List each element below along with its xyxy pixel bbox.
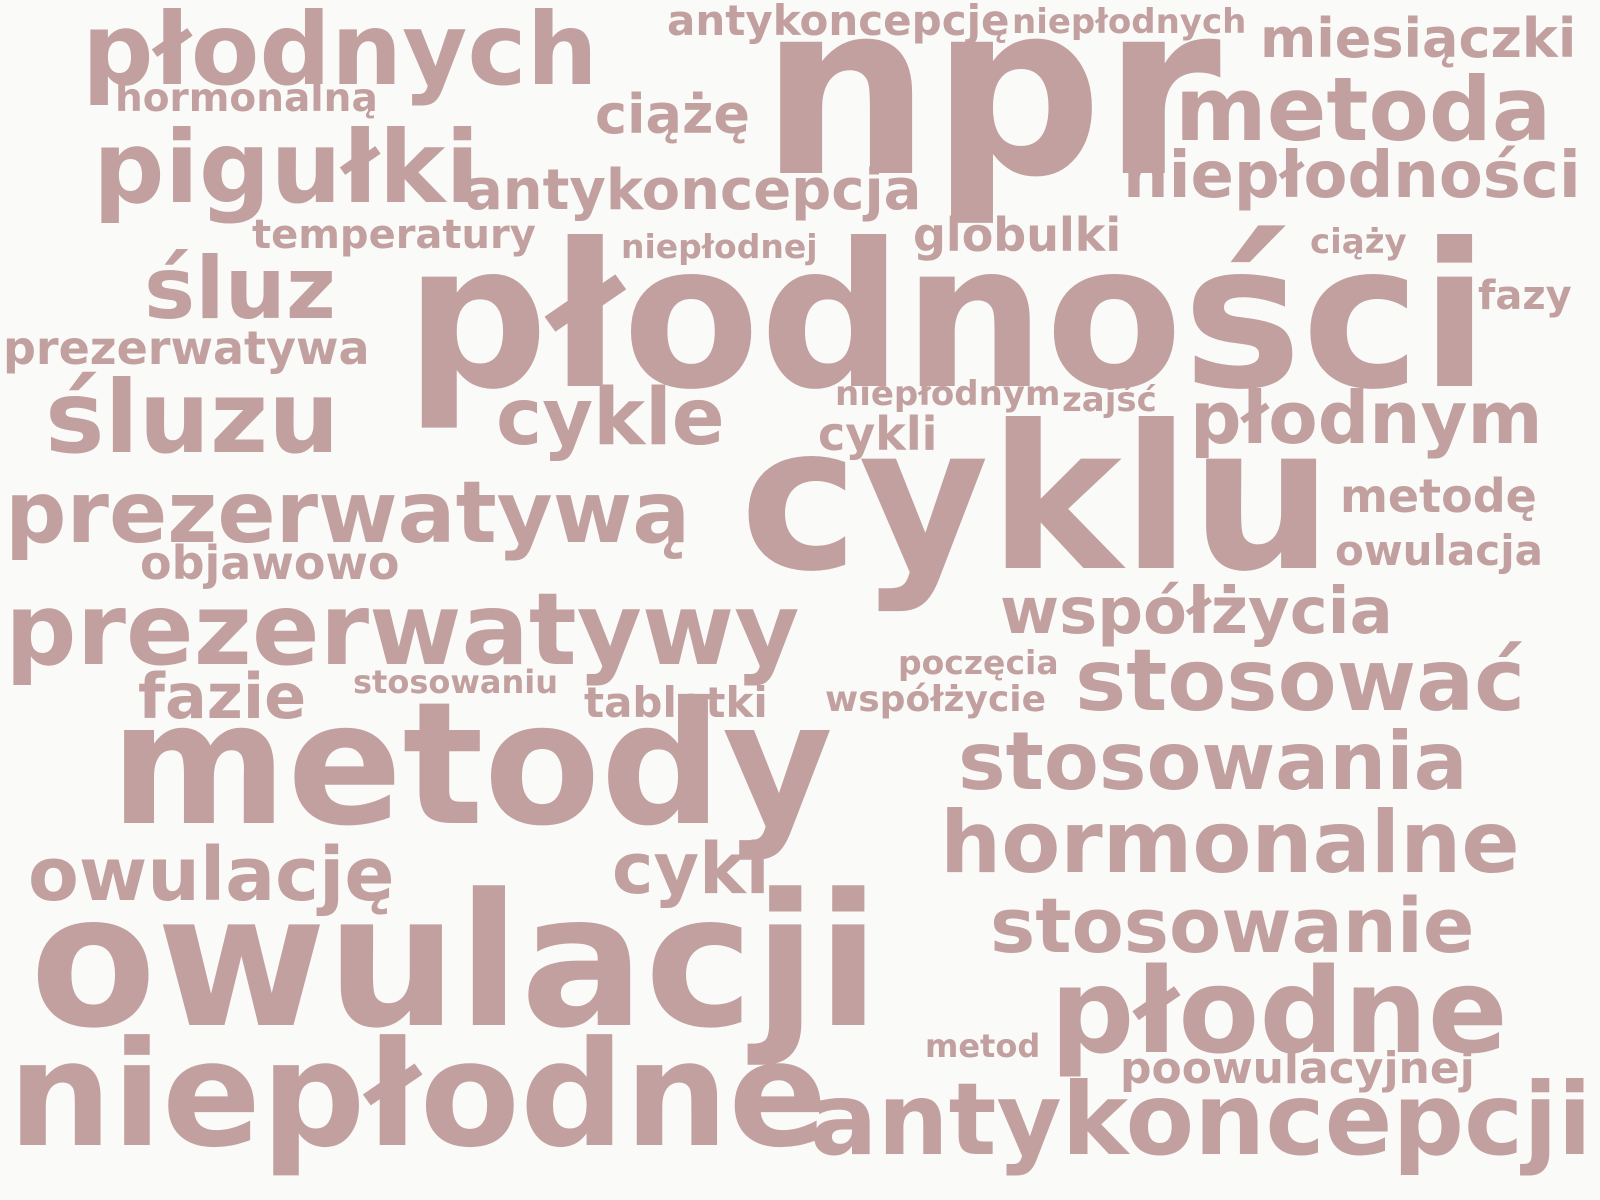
- word: niepłodności: [1123, 139, 1581, 213]
- word: prezerwatywy: [5, 571, 800, 688]
- word: metod: [925, 1027, 1041, 1065]
- word: objawowo: [140, 536, 400, 590]
- word: poczęcia: [898, 643, 1059, 682]
- word: fazy: [1478, 273, 1572, 319]
- word: zajść: [1062, 380, 1157, 420]
- word: antykoncepcja: [465, 158, 922, 223]
- word: ciążę: [595, 83, 751, 146]
- word: tabletki: [584, 678, 768, 727]
- word: współżycia: [1000, 575, 1393, 649]
- word: antykoncepcję: [667, 0, 1010, 45]
- word: hormonalną: [115, 76, 378, 121]
- word: fazie: [138, 660, 307, 733]
- word: płodnych: [82, 0, 598, 108]
- word: niepłodnym: [835, 374, 1061, 414]
- word: śluzu: [45, 359, 340, 476]
- word: cyklu: [740, 383, 1333, 616]
- word: płodnym: [1190, 376, 1543, 460]
- word: antykoncepcji: [810, 1061, 1592, 1178]
- word: cykli: [818, 407, 938, 461]
- word: stosowaniu: [353, 663, 559, 701]
- word: pigułki: [93, 109, 480, 226]
- word: owulacja: [1335, 526, 1543, 575]
- word: niepłodnej: [621, 227, 818, 266]
- word: metoda: [1175, 58, 1552, 161]
- word: metody: [110, 666, 833, 864]
- word: miesiączki: [1260, 7, 1577, 70]
- word: niepłodne: [8, 1010, 828, 1180]
- word: ciąży: [1310, 222, 1407, 262]
- word: współżycie: [825, 679, 1047, 720]
- word: stosowanie: [990, 881, 1475, 970]
- word: płodności: [405, 201, 1489, 434]
- word: niepłodnych: [1012, 2, 1247, 42]
- word: hormonalne: [940, 793, 1520, 893]
- word: stosować: [1075, 631, 1526, 731]
- word: metodę: [1340, 469, 1537, 523]
- word: poowulacyjnej: [1120, 1043, 1475, 1094]
- word: prezerwatywą: [5, 463, 691, 563]
- word: temperatury: [252, 212, 536, 258]
- word: płodne: [1050, 942, 1508, 1080]
- word: npr: [760, 0, 1222, 230]
- word: globulki: [913, 208, 1122, 262]
- word: stosowania: [958, 715, 1468, 808]
- word: cykle: [496, 373, 725, 463]
- word: owulację: [28, 832, 395, 918]
- word: prezerwatywa: [3, 321, 370, 375]
- word: śluz: [144, 239, 336, 339]
- word: owulacji: [30, 855, 880, 1069]
- word: cykl: [612, 828, 770, 910]
